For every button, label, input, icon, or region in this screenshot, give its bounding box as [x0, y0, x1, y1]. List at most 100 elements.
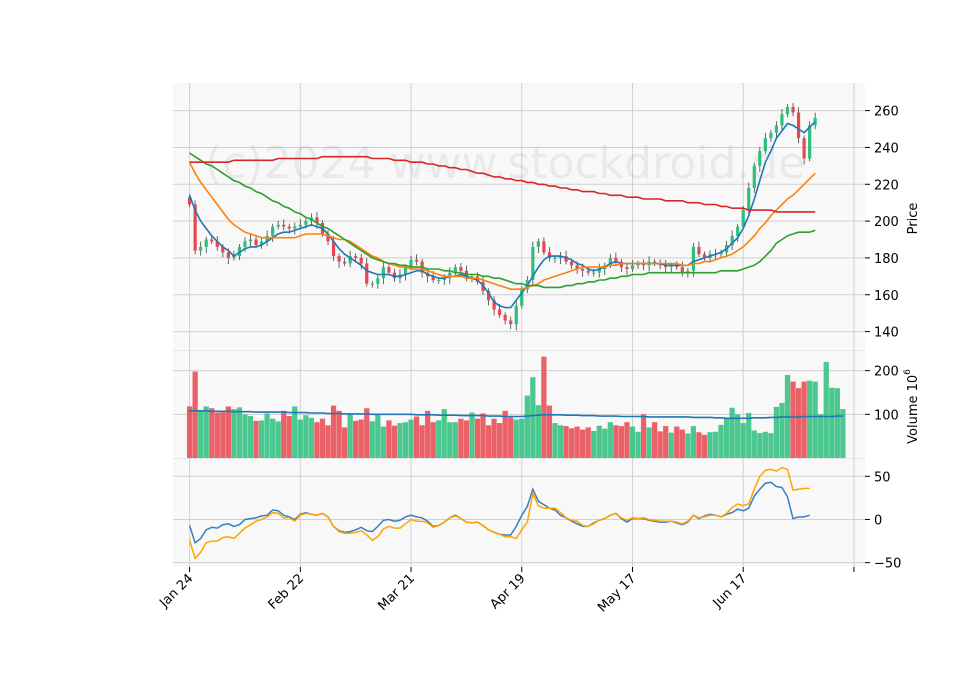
candle-body: [509, 320, 513, 325]
volume-bar: [712, 431, 719, 458]
volume-bar: [557, 425, 564, 458]
volume-bar: [541, 356, 547, 458]
volume-bar: [568, 428, 575, 458]
volume-bar: [220, 412, 226, 458]
candle-body: [442, 278, 446, 281]
volume-bar: [602, 428, 608, 458]
candle-body: [193, 204, 197, 251]
volume-bar: [413, 416, 420, 458]
volume-bar: [286, 416, 292, 458]
volume-bar: [829, 387, 835, 458]
candle-body: [470, 276, 474, 278]
candle-body: [653, 261, 657, 264]
candle-body: [531, 246, 535, 281]
volume-bar: [679, 429, 685, 458]
candle-body: [392, 272, 397, 279]
volume-bar: [663, 426, 669, 458]
volume-bar: [524, 395, 530, 458]
volume-bar: [635, 431, 641, 458]
candle-body: [691, 246, 695, 271]
candle-body: [808, 125, 812, 159]
candle-body: [658, 263, 662, 266]
candle-body: [575, 265, 579, 269]
volume-bar: [225, 406, 231, 458]
price-y-tick-label: 180: [874, 252, 899, 267]
volume-bar: [746, 413, 752, 458]
price-panel: [173, 83, 865, 350]
candle-body: [547, 252, 552, 258]
volume-bar: [751, 430, 757, 458]
candle-body: [298, 224, 302, 227]
volume-bar: [369, 421, 375, 458]
volume-bar: [834, 388, 840, 458]
candle-body: [736, 226, 740, 236]
candle-body: [592, 272, 596, 274]
price-y-tick-label: 240: [874, 141, 899, 156]
candle-body: [354, 256, 358, 258]
price-panel-marks: [188, 102, 817, 331]
candle-body: [287, 226, 291, 229]
candle-body: [763, 138, 767, 152]
volume-bar: [696, 432, 702, 458]
candle-body: [387, 267, 391, 273]
volume-bar: [773, 406, 780, 458]
candle-body: [730, 235, 734, 246]
volume-bar: [441, 409, 447, 458]
volume-bar: [308, 417, 315, 458]
candle-body: [376, 278, 380, 284]
candle-body: [780, 114, 784, 126]
volume-bar: [198, 411, 204, 458]
candle-body: [802, 138, 806, 159]
candle-body: [564, 256, 568, 262]
volume-bar: [779, 402, 785, 458]
volume-bar: [840, 409, 846, 458]
x-tick-label: Jan 24: [156, 571, 196, 611]
candle-body: [558, 256, 563, 258]
candle-body: [586, 270, 590, 273]
volume-bar: [657, 431, 663, 458]
volume-bar: [386, 420, 392, 458]
price-y-tick-label: 160: [874, 289, 899, 304]
chart-panels: [173, 83, 865, 567]
volume-axis-title: Volume 106: [903, 369, 921, 444]
price-y-tick-label: 140: [874, 326, 899, 341]
volume-bar: [469, 412, 475, 458]
volume-bar: [314, 422, 320, 458]
volume-bar: [740, 423, 746, 458]
candle-body: [813, 117, 817, 126]
volume-bar: [613, 425, 619, 458]
candle-body: [619, 261, 624, 268]
candle-body: [498, 309, 502, 316]
price-y-tick-label: 220: [874, 178, 899, 193]
volume-bar: [707, 432, 713, 458]
candle-body: [747, 187, 751, 211]
candle-body: [774, 125, 779, 133]
candle-body: [431, 276, 435, 281]
oscillator-line-2: [188, 466, 810, 560]
volume-bar: [585, 427, 591, 458]
moving-average-line-2: [188, 161, 816, 291]
volume-bar: [574, 426, 580, 458]
volume-bar: [795, 388, 802, 458]
candle-body: [686, 270, 690, 273]
candle-body: [293, 226, 297, 229]
volume-bar: [818, 414, 824, 458]
candle-body: [625, 267, 629, 269]
volume-average-line: [189, 409, 843, 420]
x-tick-label: May 17: [595, 571, 639, 615]
volume-bar: [640, 414, 647, 458]
candle-body: [503, 315, 507, 321]
candle-body: [697, 246, 701, 255]
candle-body: [520, 289, 524, 306]
volume-bar: [762, 431, 768, 458]
volume-bar: [652, 422, 658, 458]
volume-bar: [519, 418, 525, 458]
candle-body: [437, 280, 441, 282]
candle-body: [630, 265, 635, 269]
volume-bar: [297, 419, 303, 458]
volume-bar: [408, 419, 414, 458]
volume-bar: [485, 425, 492, 458]
volume-bar: [618, 426, 625, 458]
candle-body: [331, 241, 336, 257]
volume-bar: [801, 381, 807, 458]
